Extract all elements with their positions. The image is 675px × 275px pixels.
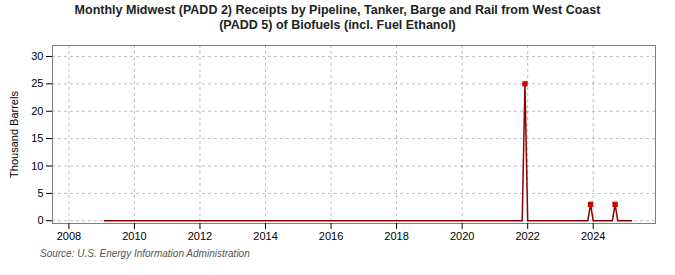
svg-text:15: 15: [31, 132, 43, 144]
svg-text:2022: 2022: [515, 230, 539, 242]
svg-text:2010: 2010: [122, 230, 146, 242]
svg-text:5: 5: [37, 187, 43, 199]
svg-text:2014: 2014: [253, 230, 277, 242]
svg-text:Thousand Barrels: Thousand Barrels: [8, 91, 20, 178]
svg-text:2012: 2012: [188, 230, 212, 242]
html-text:Source: U.S. Energy Informatio: Source: U.S. Energy Information Administ…: [40, 248, 250, 259]
svg-text:2018: 2018: [384, 230, 408, 242]
html-text:Monthly Midwest (PADD 2) Recei: Monthly Midwest (PADD 2) Receipts by Pip…: [74, 3, 601, 32]
svg-text:2024: 2024: [581, 230, 605, 242]
svg-text:25: 25: [31, 77, 43, 89]
svg-text:10: 10: [31, 160, 43, 172]
svg-text:2016: 2016: [319, 230, 343, 242]
svg-text:2008: 2008: [57, 230, 81, 242]
svg-text:2020: 2020: [450, 230, 474, 242]
svg-text:30: 30: [31, 50, 43, 62]
svg-text:20: 20: [31, 105, 43, 117]
svg-text:0: 0: [37, 214, 43, 226]
